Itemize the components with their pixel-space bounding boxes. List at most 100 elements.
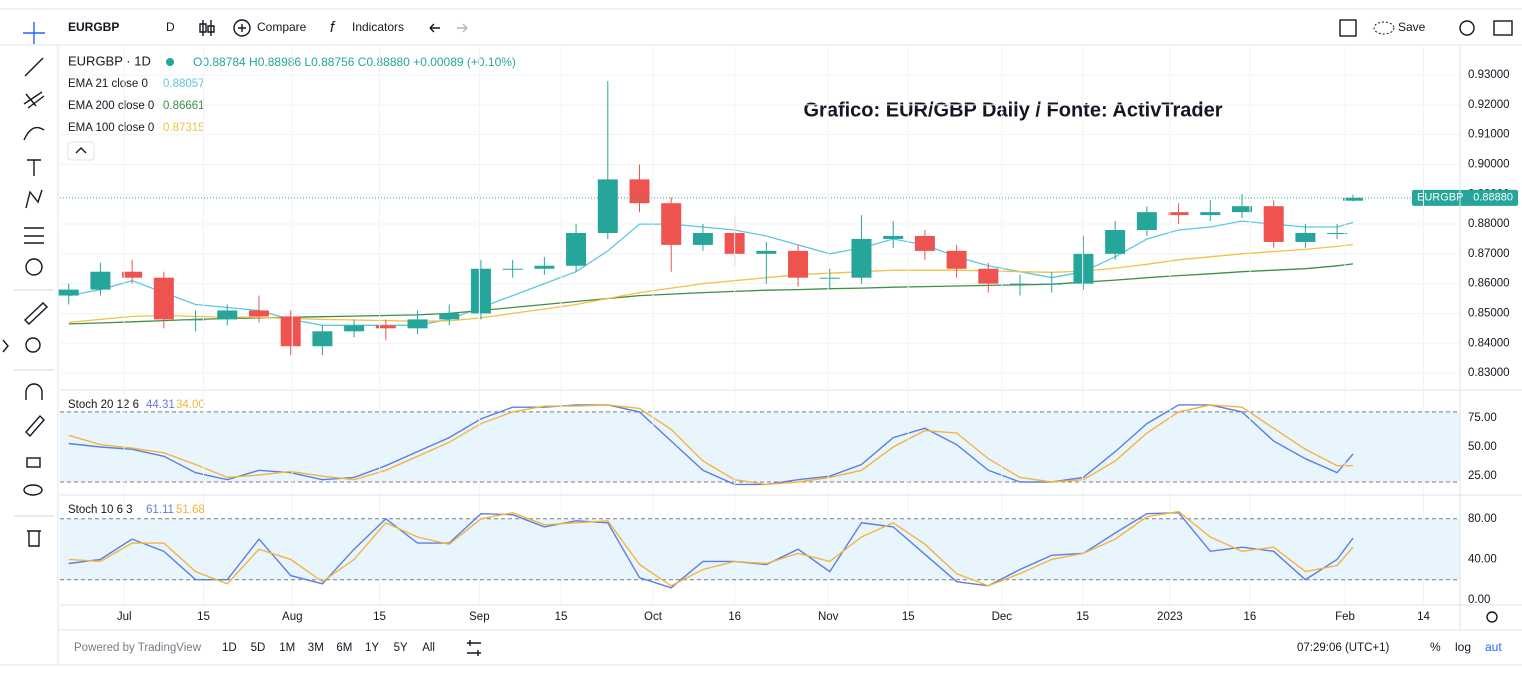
chart-type-icon[interactable] [199, 20, 215, 36]
candle-body [375, 325, 396, 329]
auto-toggle[interactable]: aut [1485, 640, 1502, 654]
redo-icon[interactable] [457, 23, 468, 33]
x-tick-label: Dec [992, 611, 1013, 623]
ruler-icon[interactable] [23, 302, 49, 325]
indicator-value: 34.00 [176, 399, 205, 411]
cloud-icon[interactable] [1373, 21, 1395, 35]
expand-arrow[interactable] [2, 339, 9, 353]
eye-icon[interactable] [23, 484, 43, 496]
stoch-line [68, 510, 1354, 587]
legend-symbol: EURGBP · 1D [68, 53, 151, 68]
candle-body [1136, 212, 1157, 231]
range-button[interactable]: 1Y [365, 642, 379, 654]
y-tick-label: 50.00 [1468, 441, 1497, 453]
x-tick-label: Feb [1335, 611, 1355, 623]
clock: 07:29:06 (UTC+1) [1297, 642, 1390, 654]
range-button[interactable]: 3M [308, 642, 324, 654]
y-tick-label: 0.85000 [1468, 307, 1510, 319]
stoch-band [60, 518, 1460, 580]
magnet-icon[interactable] [25, 383, 43, 400]
legend-label: EMA 21 close 0 [68, 78, 148, 90]
emoji-icon[interactable] [25, 258, 43, 276]
brush-icon[interactable] [23, 126, 45, 141]
percent-toggle[interactable]: % [1430, 640, 1441, 654]
log-toggle[interactable]: log [1455, 640, 1471, 654]
save-button[interactable]: Save [1398, 20, 1426, 34]
x-tick-label: 14 [1417, 611, 1430, 623]
compare-button[interactable]: Compare [257, 20, 307, 34]
layout-icon[interactable] [1339, 19, 1357, 37]
y-tick-label: 25.00 [1468, 470, 1497, 482]
crosshair-icon[interactable] [23, 22, 45, 44]
trash-icon[interactable] [27, 530, 41, 547]
compare-icon[interactable] [233, 19, 251, 37]
candle-body [978, 268, 999, 284]
y-tick-label: 0.83000 [1468, 367, 1510, 379]
candle-body [946, 250, 967, 269]
market-status [166, 58, 174, 66]
symbol-button[interactable]: EURGBP [68, 20, 119, 34]
x-tick-label: 15 [197, 611, 210, 623]
legend-value: 0.88057 [163, 78, 205, 90]
candle-body [1105, 230, 1126, 254]
candle-body [1231, 206, 1252, 213]
candle-body [534, 265, 555, 269]
trend-line-icon[interactable] [24, 57, 44, 77]
legend-label: EMA 200 close 0 [68, 100, 154, 112]
legend-label: EMA 100 close 0 [68, 122, 154, 134]
date-range-icon[interactable] [467, 640, 481, 656]
x-tick-label: 2023 [1157, 611, 1183, 623]
candle-body [597, 179, 618, 233]
candle-body [122, 271, 143, 278]
left-toolbar-icons [2, 22, 54, 547]
interval-button[interactable]: D [166, 20, 175, 34]
candle-body [312, 331, 333, 347]
x-tick-label: Nov [818, 611, 839, 623]
candle-body [1327, 232, 1348, 234]
range-button[interactable]: All [422, 642, 435, 654]
stoch-line [68, 404, 1353, 486]
candle-body [1073, 253, 1094, 284]
candle-body [1041, 283, 1062, 285]
snapshot-icon[interactable] [1493, 20, 1513, 36]
fib-icon[interactable] [23, 91, 45, 109]
y-tick-label: 0.87000 [1468, 248, 1510, 260]
range-button[interactable]: 5D [251, 642, 266, 654]
x-tick-label: Aug [282, 611, 302, 623]
indicators-button[interactable]: Indicators [352, 20, 404, 34]
candle-body [914, 235, 935, 251]
range-button[interactable]: 1D [222, 642, 237, 654]
range-button[interactable]: 1M [279, 642, 295, 654]
prediction-icon[interactable] [24, 227, 44, 244]
text-icon[interactable] [27, 159, 41, 176]
range-button[interactable]: 6M [336, 642, 352, 654]
candle-body [692, 232, 713, 245]
candle-body [756, 250, 777, 254]
zoom-icon[interactable] [25, 337, 41, 353]
y-tick-label: 0.92000 [1468, 99, 1510, 111]
indicators-icon[interactable]: f [330, 19, 336, 36]
y-tick-label: 75.00 [1468, 412, 1497, 424]
axis-settings-icon[interactable] [1486, 611, 1498, 623]
pattern-icon[interactable] [25, 189, 43, 209]
powered-by[interactable]: Powered by TradingView [74, 642, 202, 654]
x-tick-label: Sep [469, 611, 489, 623]
y-tick-label: 0.86000 [1468, 278, 1510, 290]
x-tick-label: 15 [902, 611, 915, 623]
range-button[interactable]: 5Y [394, 642, 408, 654]
legend-value: 0.86661 [163, 100, 205, 112]
y-tick-label: 0.00 [1468, 594, 1490, 606]
lock-icon[interactable] [26, 457, 41, 468]
indicator-title: Stoch 10 6 3 [68, 504, 133, 516]
plot: 0.83000 0.84000 0.85000 0.86000 0.87000 0.880… [58, 45, 1522, 630]
lock-draw-icon[interactable] [25, 414, 45, 438]
settings-icon[interactable] [1459, 20, 1475, 36]
annotation: Grafico: EUR/GBP Daily / Fonte: ActivTra… [804, 99, 1223, 121]
undo-icon[interactable] [429, 23, 440, 33]
collapse-button[interactable] [67, 141, 95, 161]
candle-body [153, 277, 174, 320]
x-tick-label: Jul [117, 611, 132, 623]
candle-body [90, 271, 111, 290]
x-tick-label: 15 [555, 611, 568, 623]
